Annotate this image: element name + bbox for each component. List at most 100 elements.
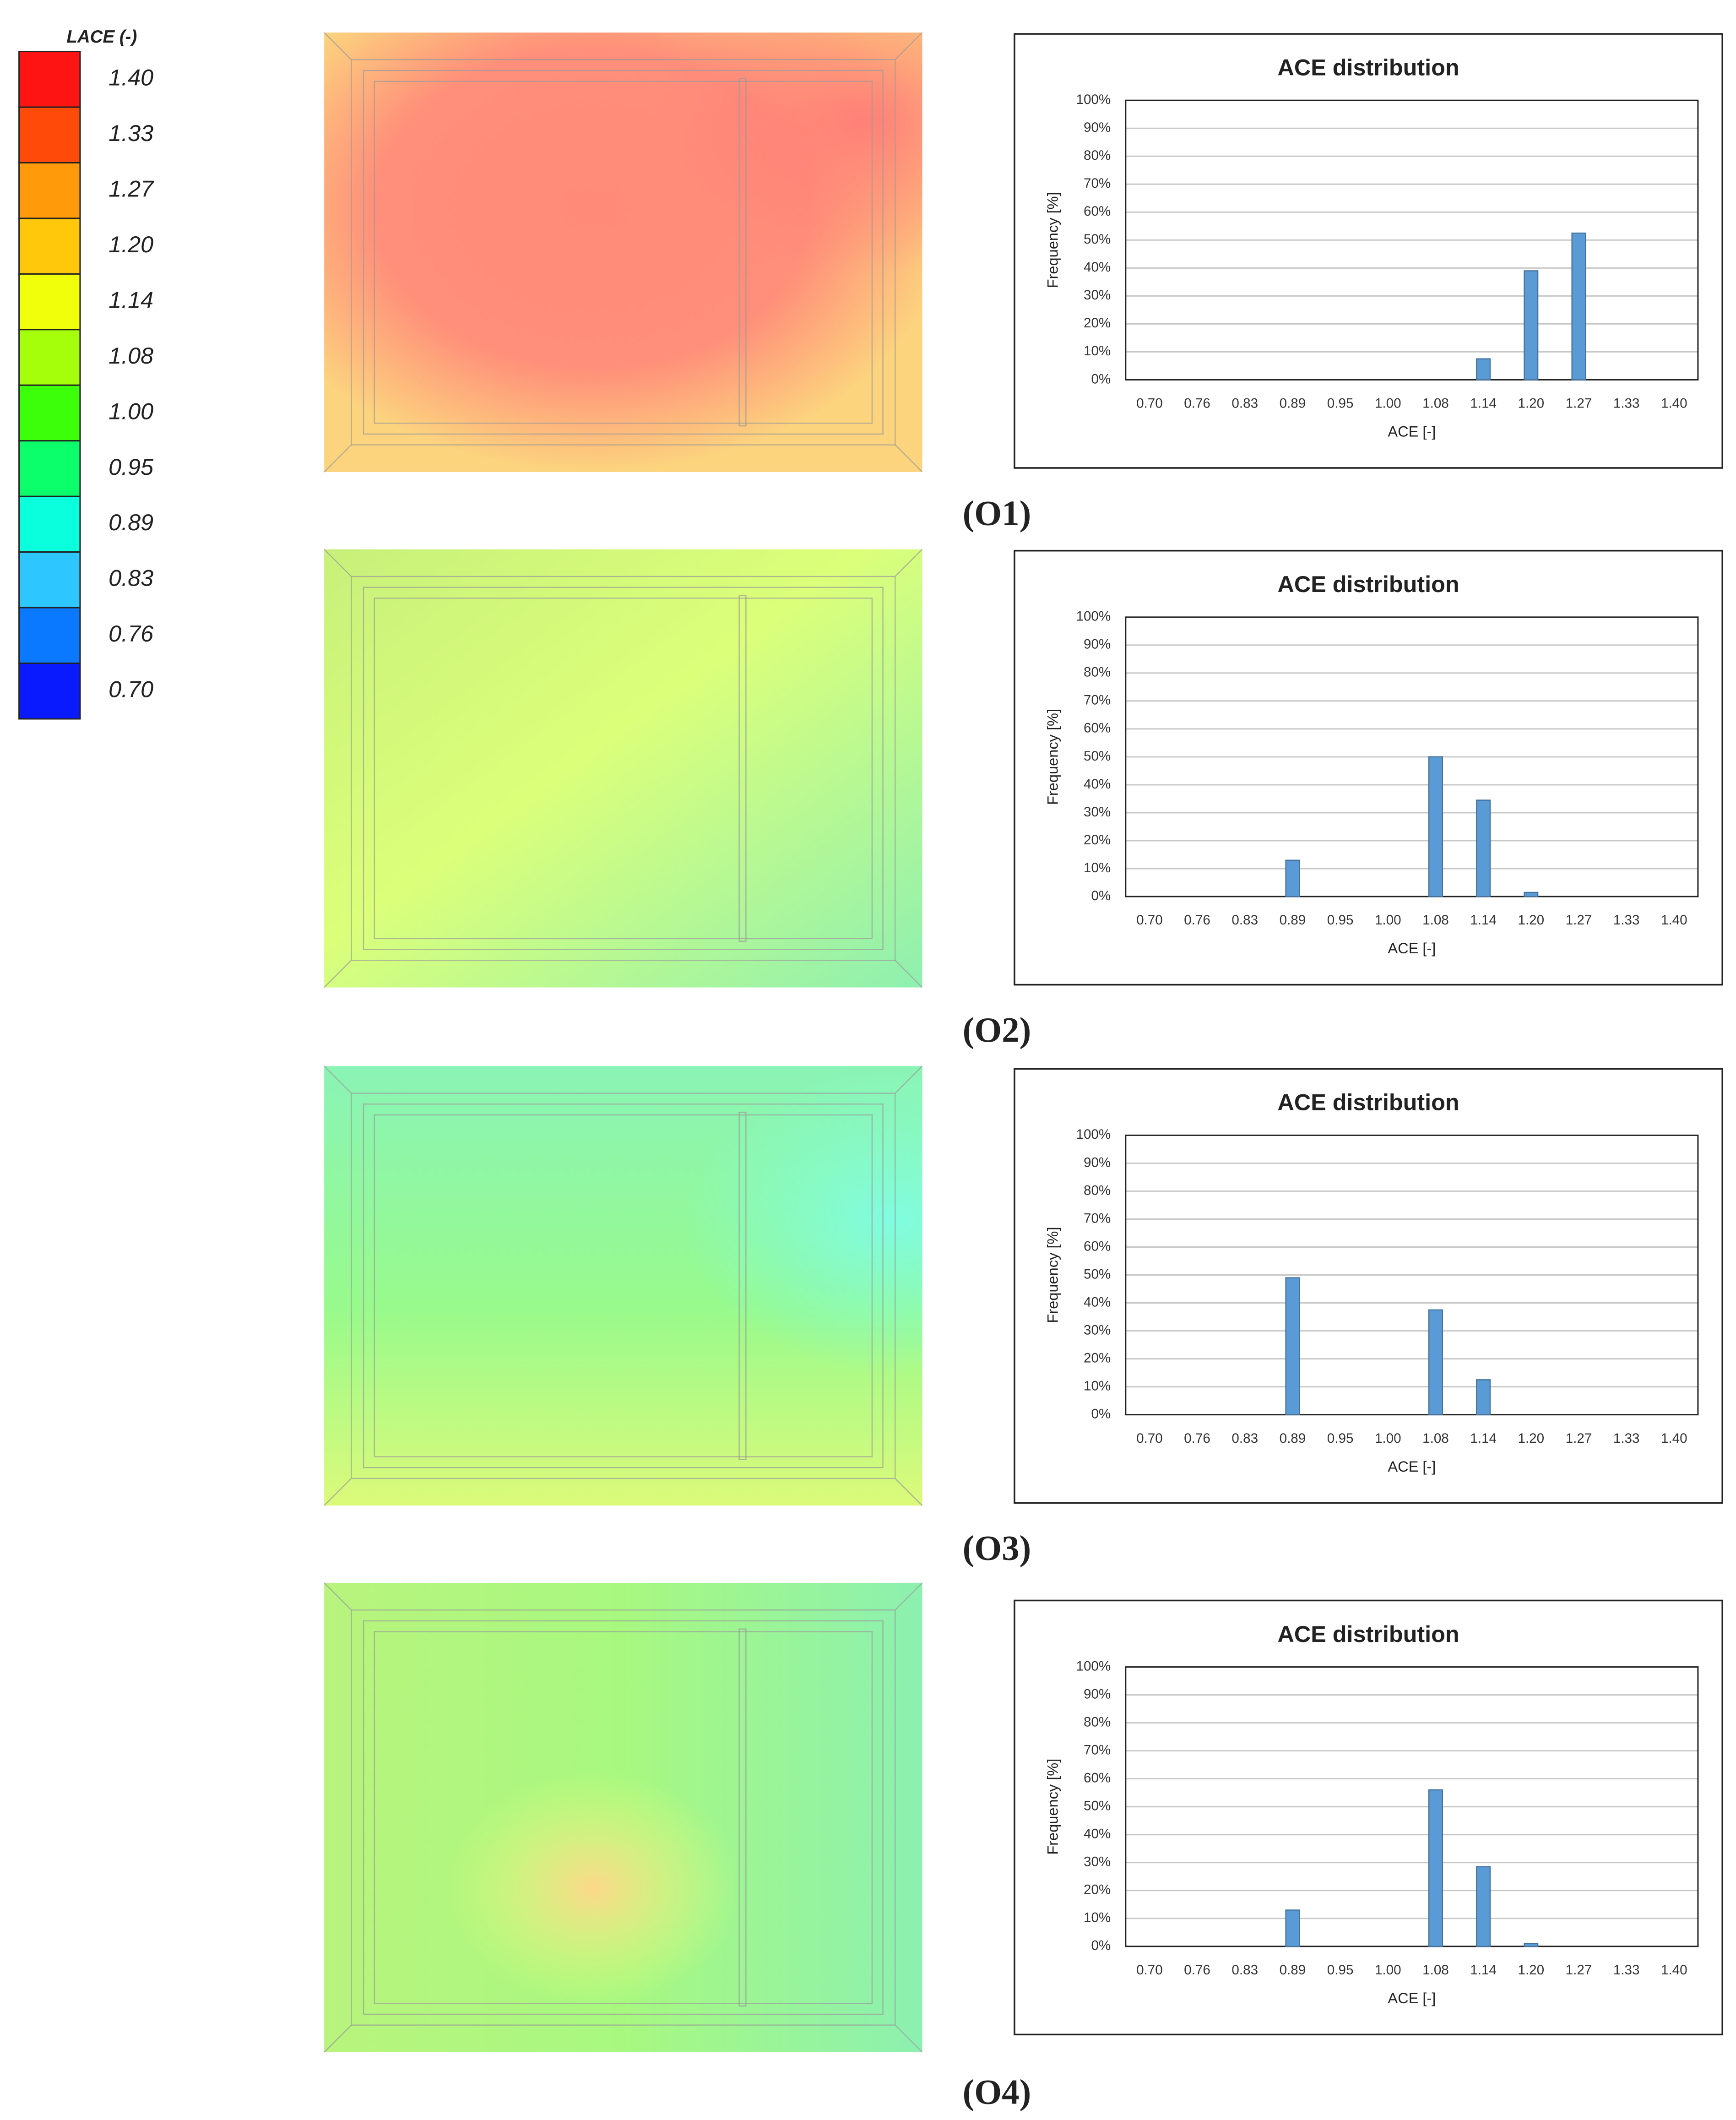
heatmap (324, 549, 922, 988)
x-tick-label: 1.27 (1566, 1431, 1592, 1446)
colorbar-cell (18, 106, 81, 163)
frame (374, 598, 873, 940)
x-tick-label: 1.20 (1518, 1962, 1544, 1978)
colorbar-cell (18, 440, 81, 497)
frame (895, 960, 923, 988)
frame (738, 595, 747, 942)
x-tick-label: 1.33 (1613, 913, 1640, 928)
colorbar-label: 1.40 (108, 65, 153, 91)
y-tick-label: 10% (1084, 1910, 1111, 1925)
y-tick-label: 40% (1084, 260, 1111, 275)
frame (351, 1093, 896, 1479)
colorbar-label: 0.70 (108, 676, 153, 702)
frame (374, 81, 873, 424)
y-tick-label: 70% (1084, 693, 1111, 708)
window-frames (324, 32, 923, 2053)
x-tick-label: 1.14 (1470, 1431, 1497, 1446)
bar (1476, 799, 1491, 897)
y-tick-label: 20% (1084, 832, 1111, 848)
colorbar-cell (18, 217, 81, 275)
y-tick-label: 80% (1084, 1183, 1111, 1198)
y-tick-label: 50% (1084, 1799, 1111, 1814)
bar (1285, 1909, 1300, 1947)
y-tick-label: 80% (1084, 148, 1111, 163)
y-tick-label: 40% (1084, 1294, 1111, 1310)
colorbar-label: 1.20 (108, 231, 153, 257)
y-tick-label: 20% (1084, 1882, 1111, 1897)
bar (1428, 1789, 1443, 1947)
y-tick-label: 20% (1084, 315, 1111, 331)
heatmap-overlay (324, 1582, 922, 2052)
chart-frame (1014, 33, 1723, 469)
x-tick-label: 1.08 (1422, 1431, 1449, 1446)
y-axis-label: Frequency [%] (1044, 709, 1061, 805)
y-tick-label: 30% (1084, 805, 1111, 820)
frame (895, 444, 923, 473)
panel-label: (O3) (963, 1528, 1031, 1567)
x-tick-label: 0.89 (1280, 913, 1306, 928)
colorbar-cell (18, 162, 81, 219)
x-tick-label: 0.83 (1231, 1962, 1258, 1978)
x-axis-label: ACE [-] (1388, 1458, 1436, 1475)
x-tick-label: 0.89 (1280, 1431, 1306, 1446)
frame (351, 576, 896, 961)
chart-title: ACE distribution (1278, 1621, 1459, 1647)
colorbar-label: 1.14 (108, 287, 153, 313)
x-tick-label: 0.89 (1280, 1962, 1306, 1978)
y-tick-label: 20% (1084, 1350, 1111, 1365)
y-tick-label: 100% (1076, 609, 1111, 624)
bar (1285, 1277, 1300, 1415)
x-tick-label: 0.76 (1184, 396, 1210, 411)
y-axis-label: Frequency [%] (1044, 1227, 1061, 1323)
chart-frame (1014, 549, 1723, 986)
y-tick-label: 90% (1084, 1686, 1111, 1701)
chart-title: ACE distribution (1278, 54, 1459, 80)
frame (895, 32, 923, 60)
bar (1476, 358, 1491, 381)
y-tick-label: 60% (1084, 204, 1111, 219)
frame (324, 549, 352, 577)
frame (895, 1582, 923, 1611)
frame (895, 549, 923, 577)
y-tick-label: 0% (1091, 371, 1111, 386)
frame (738, 1111, 747, 1460)
y-axis-label: Frequency [%] (1044, 1759, 1061, 1855)
x-tick-label: 0.83 (1231, 1431, 1258, 1446)
y-tick-label: 10% (1084, 1378, 1111, 1393)
x-tick-label: 1.27 (1566, 396, 1592, 411)
bar (1285, 859, 1300, 897)
panel-label: (O1) (963, 493, 1031, 533)
y-tick-label: 90% (1084, 637, 1111, 652)
y-tick-label: 60% (1084, 721, 1111, 736)
panel-label: (O2) (963, 1010, 1031, 1049)
colorbar-cell (18, 51, 81, 108)
colorbar-label: 1.08 (108, 342, 153, 369)
colorbar-cell (18, 551, 81, 609)
y-tick-label: 100% (1076, 1127, 1111, 1142)
frame (895, 2024, 923, 2053)
panel-label: (O4) (963, 2072, 1031, 2111)
x-tick-label: 0.76 (1184, 1962, 1210, 1978)
frame (895, 1478, 923, 1506)
colorbar-cell (18, 384, 81, 442)
colorbar-label: 0.76 (108, 620, 153, 647)
y-axis-label: Frequency [%] (1044, 192, 1061, 288)
plot-area (1125, 1134, 1699, 1416)
frame (374, 1114, 873, 1457)
y-tick-label: 90% (1084, 120, 1111, 135)
colorbar-cell (18, 329, 81, 386)
x-tick-label: 1.20 (1518, 913, 1544, 928)
y-tick-label: 90% (1084, 1155, 1111, 1170)
x-tick-label: 0.76 (1184, 1431, 1210, 1446)
x-tick-label: 0.83 (1231, 396, 1258, 411)
y-tick-label: 30% (1084, 288, 1111, 303)
y-tick-label: 70% (1084, 1211, 1111, 1226)
bar (1428, 1309, 1443, 1415)
x-tick-label: 1.20 (1518, 1431, 1544, 1446)
x-tick-label: 1.00 (1375, 1962, 1401, 1978)
y-tick-label: 0% (1091, 888, 1111, 903)
frame (351, 59, 896, 446)
x-tick-label: 1.14 (1470, 913, 1497, 928)
chart-frame (1014, 1068, 1723, 1504)
